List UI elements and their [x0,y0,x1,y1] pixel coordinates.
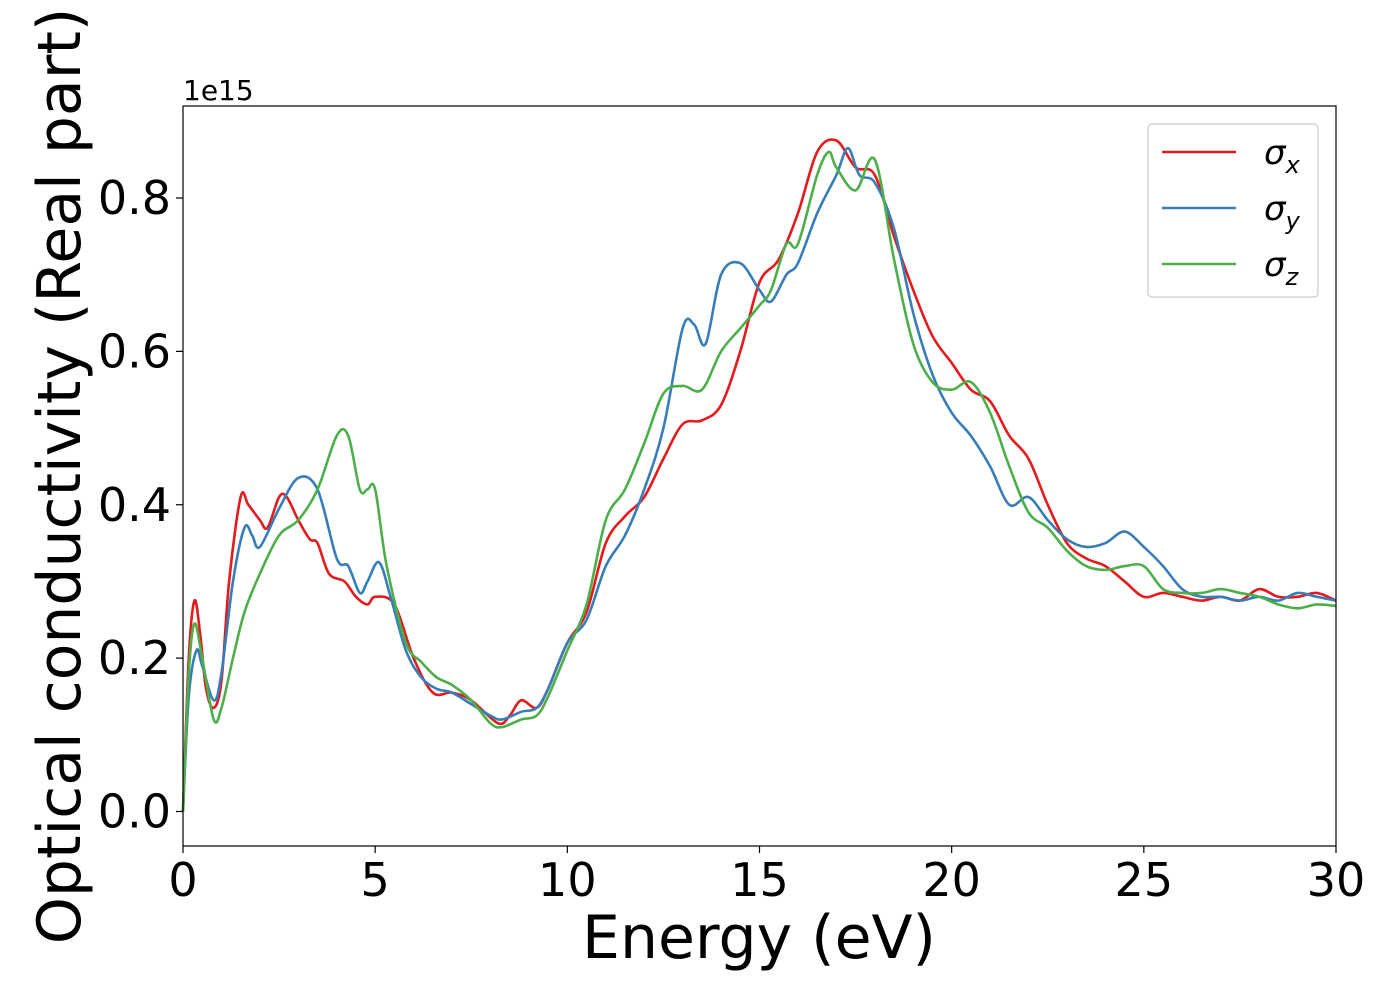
legend-label-x: σx [1264,133,1301,179]
x-axis-label: Energy (eV) [582,903,936,973]
x-tick-label: 15 [730,853,789,907]
series-line-z [181,150,1337,812]
x-tick-label: 25 [1115,853,1174,907]
x-tick-label: 10 [538,853,597,907]
x-tick-label: 20 [922,853,981,907]
legend-label-y: σy [1264,189,1301,235]
y-offset-label: 1e15 [183,74,254,107]
y-axis-label: Optical conductivity (Real part) [25,8,95,945]
x-axis: 0 5 10 15 20 25 30 [168,846,1365,907]
series-layer [181,138,1337,812]
legend-box [1147,123,1319,298]
y-axis: 0.0 0.2 0.4 0.6 0.8 [98,171,183,838]
y-tick-label: 0.0 [98,784,171,838]
y-tick-label: 0.8 [98,171,171,225]
y-tick-label: 0.6 [98,324,171,378]
x-tick-label: 0 [168,853,197,907]
x-tick-label: 5 [361,853,390,907]
series-line-y [181,146,1337,812]
x-tick-label: 30 [1307,853,1366,907]
y-tick-label: 0.4 [98,478,171,532]
y-tick-label: 0.2 [98,631,171,685]
